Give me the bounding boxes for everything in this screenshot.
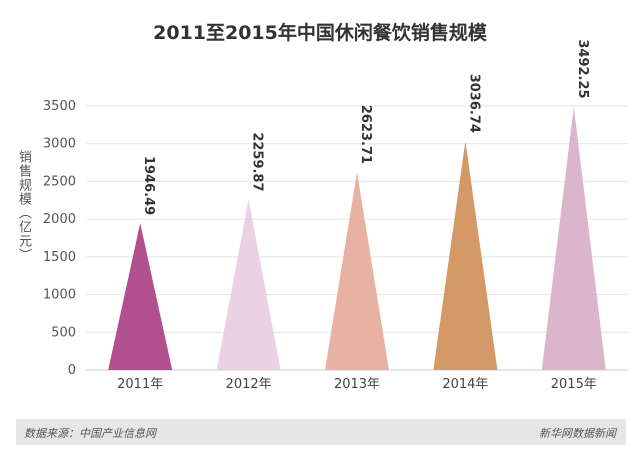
data-labels: 1946.49 2259.87 2623.71 3036.74 3492.25 xyxy=(141,39,590,215)
x-tick-label: 2013年 xyxy=(334,377,380,392)
data-label: 1946.49 xyxy=(141,156,156,215)
y-tick-label: 1500 xyxy=(43,250,76,265)
data-label: 3492.25 xyxy=(575,39,590,98)
y-axis-label: 销售规模（亿元） xyxy=(16,150,31,262)
y-tick-label: 0 xyxy=(68,363,76,378)
data-label: 2623.71 xyxy=(358,105,373,164)
bar xyxy=(216,199,281,370)
y-axis-ticks: 0 500 1000 1500 2000 2500 3000 3500 xyxy=(43,99,76,378)
x-tick-label: 2015年 xyxy=(551,377,597,392)
y-tick-label: 3500 xyxy=(43,99,76,114)
y-tick-label: 2500 xyxy=(43,174,76,189)
y-tick-label: 3000 xyxy=(43,137,76,152)
x-tick-label: 2014年 xyxy=(442,377,488,392)
data-label: 2259.87 xyxy=(250,132,265,191)
footer-bar: 数据来源：中国产业信息网 新华网数据新闻 xyxy=(16,419,626,445)
data-label: 3036.74 xyxy=(466,74,481,133)
bars xyxy=(108,106,606,371)
chart-title: 2011至2015年中国休闲餐饮销售规模 xyxy=(153,22,487,44)
bar xyxy=(325,172,389,370)
footer-source: 数据来源：中国产业信息网 xyxy=(24,427,156,440)
footer-credit: 新华网数据新闻 xyxy=(539,427,616,440)
gridlines xyxy=(86,105,628,371)
x-tick-label: 2011年 xyxy=(117,377,163,392)
bar xyxy=(541,106,606,371)
x-tick-label: 2012年 xyxy=(226,377,272,392)
bar xyxy=(433,140,498,370)
y-tick-label: 2000 xyxy=(43,212,76,227)
x-axis-ticks: 2011年 2012年 2013年 2014年 2015年 xyxy=(117,377,597,392)
bar xyxy=(108,223,173,370)
y-tick-label: 500 xyxy=(51,325,76,340)
y-tick-label: 1000 xyxy=(43,288,76,303)
